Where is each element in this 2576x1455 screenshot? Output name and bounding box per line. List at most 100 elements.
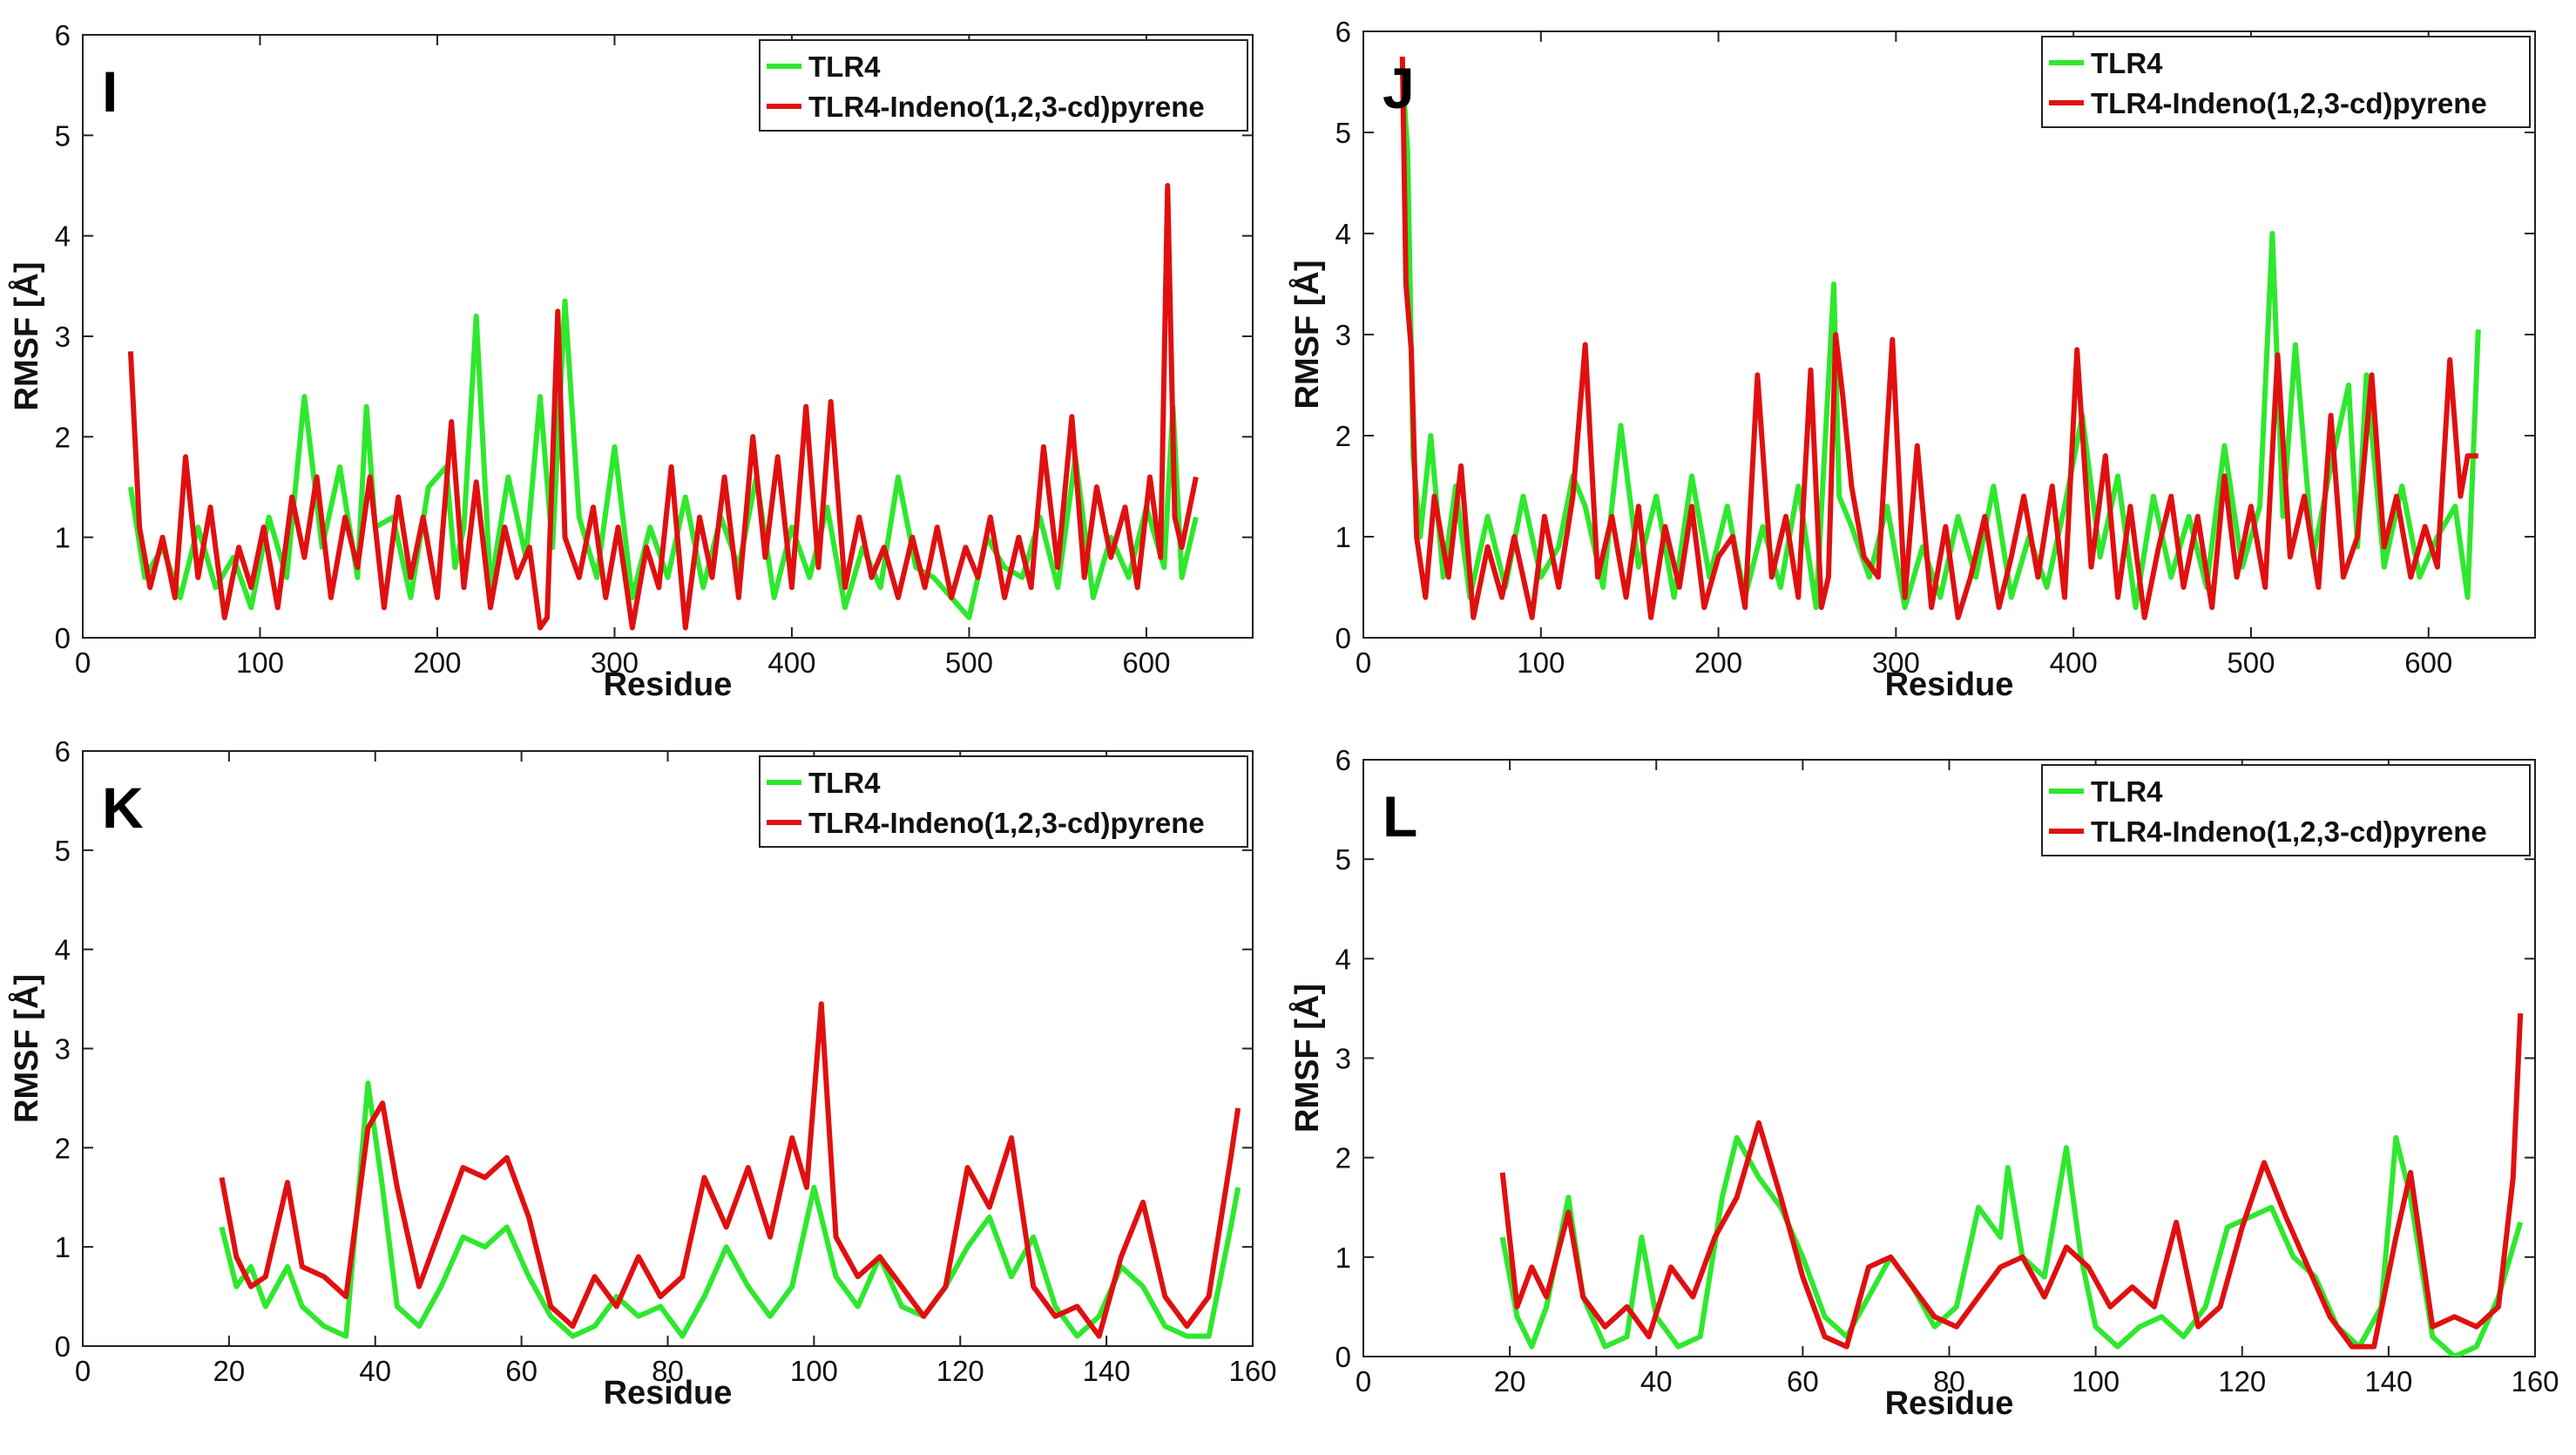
- legend-box: [759, 755, 1248, 848]
- x-tick-label: 400: [2050, 646, 2098, 679]
- series-line-tlr4-indeno: [1499, 1012, 2524, 1350]
- x-tick-label: 100: [1517, 646, 1565, 679]
- x-tick-label: 300: [591, 646, 639, 679]
- y-tick-label: 1: [1335, 1242, 1351, 1274]
- legend-box: [2041, 36, 2531, 128]
- series-line-tlr4-indeno: [219, 1001, 1241, 1339]
- panel-i: 0 100 200 300 400 500 600 0 1 2 3 4 5 6 Residue RMSF [Å…: [7, 19, 1254, 703]
- y-tick-label: 6: [55, 735, 71, 768]
- y-tick-label: 6: [1335, 744, 1351, 776]
- x-axis-label: Residue: [604, 1375, 733, 1411]
- legend-entry: TLR4-Indeno(1,2,3-cd)pyrene: [2091, 87, 2487, 119]
- y-tick-label: 2: [55, 1132, 71, 1164]
- y-tick-label: 6: [55, 19, 71, 51]
- y-tick-label: 1: [1335, 521, 1351, 553]
- x-tick-label: 600: [2404, 646, 2452, 679]
- x-tick-label: 140: [1083, 1355, 1131, 1387]
- series-line-tlr4-indeno: [1399, 56, 2478, 620]
- series-line-tlr4: [1399, 71, 2481, 611]
- legend-box: [759, 39, 1248, 132]
- x-tick-label: 60: [1787, 1365, 1819, 1397]
- series-line-tlr4-indeno: [127, 183, 1199, 631]
- legend-entry: TLR4: [808, 51, 881, 83]
- y-tick-label: 4: [55, 934, 71, 966]
- x-tick-label: 200: [1694, 646, 1742, 679]
- legend-box: [2041, 764, 2531, 856]
- x-axis-label: Residue: [1885, 667, 2014, 703]
- y-tick-label: 5: [55, 119, 71, 152]
- x-tick-label: 20: [1494, 1365, 1526, 1397]
- y-tick-label: 5: [1335, 843, 1351, 876]
- y-tick-label: 0: [55, 622, 71, 654]
- x-tick-label: 100: [236, 646, 284, 679]
- y-tick-label: 2: [1335, 420, 1351, 452]
- legend-entry: TLR4-Indeno(1,2,3-cd)pyrene: [808, 91, 1205, 123]
- x-tick-label: 400: [767, 646, 815, 679]
- x-tick-label: 40: [359, 1355, 391, 1387]
- y-tick-label: 0: [1335, 622, 1351, 654]
- legend-entry: TLR4-Indeno(1,2,3-cd)pyrene: [808, 807, 1205, 839]
- y-tick-label: 0: [55, 1330, 71, 1363]
- y-tick-label: 3: [1335, 319, 1351, 351]
- x-tick-label: 120: [2218, 1365, 2266, 1397]
- panel-letter: K: [102, 775, 144, 840]
- x-tick-label: 0: [75, 646, 91, 679]
- y-tick-label: 3: [1335, 1043, 1351, 1075]
- panel-letter: J: [1383, 56, 1415, 120]
- y-axis-label: RMSF [Å]: [1288, 984, 1326, 1133]
- legend-entry: TLR4: [808, 767, 881, 799]
- panel-l: 0 20 40 60 80 100 120 140 160 0 1 2 3 4 5 6 Residue RMSF …: [1288, 744, 2559, 1422]
- x-tick-label: 100: [790, 1355, 838, 1387]
- legend-entry: TLR4: [2091, 775, 2163, 808]
- y-tick-label: 4: [1335, 943, 1351, 975]
- y-tick-label: 0: [1335, 1341, 1351, 1373]
- x-tick-label: 500: [2227, 646, 2275, 679]
- y-tick-label: 5: [1335, 117, 1351, 149]
- series-line-tlr4: [127, 298, 1199, 620]
- x-tick-label: 80: [652, 1355, 684, 1387]
- y-axis-label: RMSF [Å]: [7, 262, 45, 411]
- legend-entry: TLR4-Indeno(1,2,3-cd)pyrene: [2091, 815, 2487, 848]
- x-tick-label: 140: [2364, 1365, 2412, 1397]
- x-axis-label: Residue: [1885, 1385, 2014, 1422]
- y-tick-label: 2: [1335, 1142, 1351, 1174]
- y-tick-label: 1: [55, 1231, 71, 1263]
- legend: TLR4 TLR4-Indeno(1,2,3-cd)pyrene: [2041, 764, 2531, 856]
- x-tick-label: 160: [1228, 1355, 1276, 1387]
- y-tick-label: 3: [55, 321, 71, 353]
- y-tick-label: 2: [55, 421, 71, 453]
- x-tick-label: 20: [213, 1355, 246, 1387]
- legend: TLR4 TLR4-Indeno(1,2,3-cd)pyrene: [2041, 36, 2531, 128]
- legend-entry: TLR4: [2091, 47, 2163, 79]
- panel-letter: L: [1383, 784, 1417, 849]
- y-tick-label: 6: [1335, 16, 1351, 48]
- x-tick-label: 0: [1356, 646, 1371, 679]
- y-tick-label: 5: [55, 835, 71, 867]
- x-tick-label: 200: [413, 646, 461, 679]
- y-tick-label: 4: [55, 220, 71, 253]
- x-tick-label: 80: [1933, 1365, 1965, 1397]
- y-axis-label: RMSF [Å]: [7, 974, 45, 1123]
- y-tick-label: 1: [55, 522, 71, 554]
- y-axis-label: RMSF [Å]: [1288, 261, 1326, 409]
- panel-j: 0 100 200 300 400 500 600 0 1 2 3 4 5 6 Residue RMSF [Å…: [1288, 16, 2536, 703]
- x-tick-label: 160: [2511, 1365, 2559, 1397]
- panel-letter: I: [102, 59, 118, 124]
- legend: TLR4 TLR4-Indeno(1,2,3-cd)pyrene: [759, 755, 1248, 848]
- series-line-tlr4: [1499, 1134, 2524, 1357]
- x-tick-label: 60: [505, 1355, 538, 1387]
- x-tick-label: 40: [1640, 1365, 1673, 1397]
- x-tick-label: 120: [936, 1355, 984, 1387]
- x-tick-label: 0: [1356, 1365, 1371, 1397]
- x-tick-label: 300: [1872, 646, 1920, 679]
- y-tick-label: 3: [55, 1033, 71, 1066]
- x-tick-label: 0: [75, 1355, 91, 1387]
- x-tick-label: 600: [1122, 646, 1170, 679]
- panel-k: 0 20 40 60 80 100 120 140 160 0 1 2 3 4 5 6 Residue RMSF …: [7, 735, 1277, 1411]
- y-tick-label: 4: [1335, 218, 1351, 250]
- x-axis-label: Residue: [604, 667, 733, 703]
- series-line-tlr4: [219, 1080, 1241, 1339]
- x-tick-label: 100: [2072, 1365, 2120, 1397]
- x-tick-label: 500: [945, 646, 993, 679]
